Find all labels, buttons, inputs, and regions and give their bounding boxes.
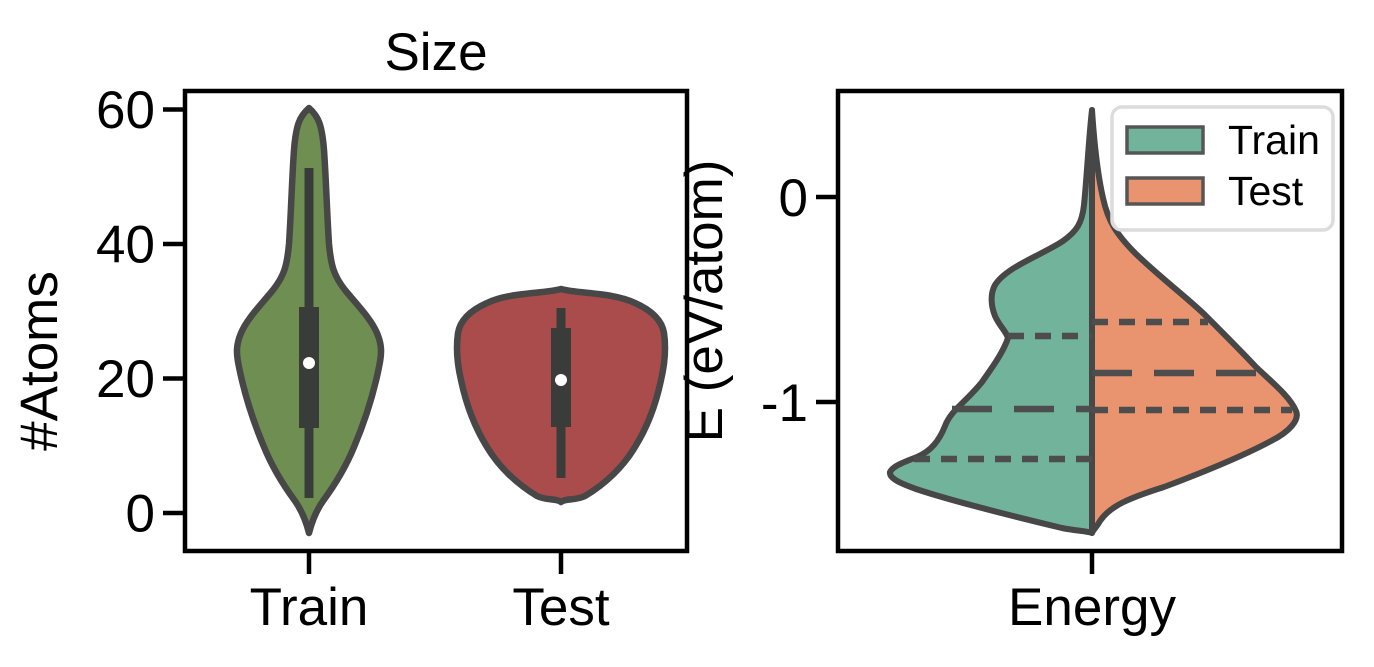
train-energy-quartiles	[914, 332, 1092, 463]
legend-swatch-test	[1125, 176, 1205, 206]
energy-ytick-label-0: 0	[779, 169, 808, 228]
train-size-violin	[233, 104, 385, 537]
test-size-median-dot	[555, 374, 567, 386]
size-ytick-label-60: 60	[96, 81, 155, 140]
energy-plot: E (eV/atom) 0 -1	[675, 88, 1345, 637]
size-xtick-label-test: Test	[512, 578, 609, 637]
size-y-axis-label: #Atoms	[10, 271, 69, 451]
legend-label-test: Test	[1228, 168, 1304, 214]
size-x-tick-labels: Train Test	[250, 578, 610, 637]
test-energy-quartiles	[1092, 318, 1292, 414]
legend: Train Test	[1110, 105, 1335, 232]
size-y-ticks	[163, 107, 185, 516]
train-size-median-dot	[303, 357, 315, 369]
size-axes-box	[182, 88, 690, 554]
energy-y-ticks	[816, 194, 838, 405]
energy-xtick-label: Energy	[1008, 578, 1176, 637]
energy-y-tick-labels: 0 -1	[761, 169, 808, 433]
size-ytick-label-0: 0	[126, 485, 155, 544]
train-energy-half-violin	[887, 107, 1095, 536]
energy-y-axis-label: E (eV/atom)	[675, 160, 734, 443]
size-x-ticks	[306, 551, 564, 574]
energy-ytick-label-neg1: -1	[761, 374, 808, 433]
legend-swatch-train	[1125, 125, 1205, 155]
legend-label-train: Train	[1228, 117, 1320, 163]
size-plot: Size #Atoms 60 40 20	[10, 23, 690, 637]
size-xtick-label-train: Train	[250, 578, 369, 637]
size-ytick-label-40: 40	[96, 216, 155, 275]
test-size-violin	[453, 285, 669, 506]
size-y-tick-labels: 60 40 20 0	[96, 81, 155, 544]
size-plot-title: Size	[384, 23, 487, 82]
size-ytick-label-20: 20	[96, 350, 155, 409]
